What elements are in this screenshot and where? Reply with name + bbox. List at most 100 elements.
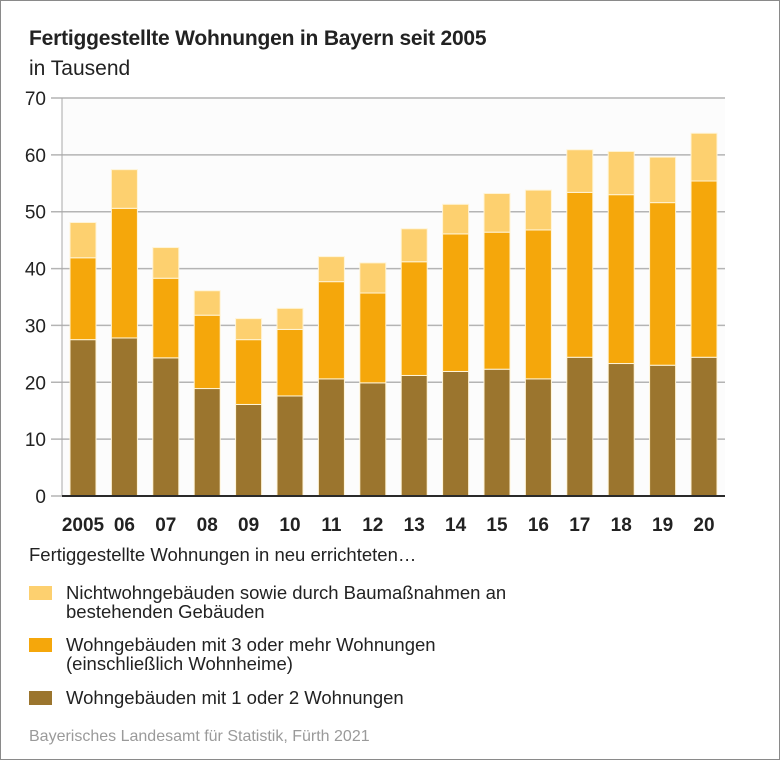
legend-title: Fertiggestellte Wohnungen in neu erricht…	[29, 544, 417, 565]
bar-segment	[524, 378, 552, 497]
bar-segment	[235, 318, 263, 341]
bar-segment	[276, 395, 304, 497]
bar-segment	[69, 339, 97, 497]
bar-segment	[110, 169, 138, 209]
stacked-bar-chart: 0 10 20 30 40 50 60 70 2005 06 07 08 09 10 11 12 13 14 15 1…	[25, 89, 725, 536]
bar-segment	[524, 189, 552, 231]
legend-swatch	[29, 691, 52, 705]
x-tick-label: 12	[362, 515, 383, 536]
legend-label: Nichtwohngebäuden sowie durch Baumaßnahm…	[66, 583, 626, 621]
bar-segment	[110, 337, 138, 497]
bar-stack	[649, 156, 677, 497]
x-tick-label: 07	[155, 515, 176, 536]
bar-segment	[235, 403, 263, 497]
bar-segment	[235, 339, 263, 405]
legend-label: Wohngebäuden mit 1 oder 2 Wohnungen	[66, 688, 626, 707]
bar-segment	[193, 388, 221, 497]
bar-segment	[442, 233, 470, 372]
y-tick-label: 0	[35, 487, 46, 508]
bar-stack	[235, 318, 263, 497]
bar-segment	[524, 229, 552, 380]
bar-stack	[442, 203, 470, 497]
x-tick-label: 17	[569, 515, 590, 536]
bar-stack	[110, 169, 138, 497]
legend-label-line: (einschließlich Wohnheime)	[66, 653, 293, 674]
y-tick-label: 10	[25, 430, 46, 451]
legend-label-line: Wohngebäuden mit 3 oder mehr Wohnungen	[66, 634, 436, 655]
bar-segment	[317, 378, 345, 497]
bar-segment	[649, 202, 677, 366]
source-note: Bayerisches Landesamt für Statistik, Für…	[29, 728, 370, 745]
legend-swatch	[29, 586, 52, 600]
x-tick-label: 14	[445, 515, 467, 536]
bar-segment	[317, 281, 345, 380]
bar-segment	[152, 357, 180, 497]
bar-segment	[69, 257, 97, 341]
bar-stack	[483, 193, 511, 497]
bar-segment	[483, 193, 511, 233]
x-tick-label: 11	[321, 515, 342, 536]
bar-stack	[69, 222, 97, 497]
bar-segment	[400, 228, 428, 263]
legend-label-line: Wohngebäuden mit 1 oder 2 Wohnungen	[66, 687, 404, 708]
y-tick-label: 70	[25, 89, 46, 110]
bar-segment	[566, 149, 594, 193]
bar-segment	[400, 261, 428, 376]
bar-segment	[607, 150, 635, 196]
x-tick-label: 18	[611, 515, 632, 536]
legend-label-line: Nichtwohngebäuden sowie durch Baumaßnahm…	[66, 582, 507, 603]
x-tick-label: 2005	[62, 515, 105, 536]
bar-segment	[193, 290, 221, 316]
bar-segment	[483, 231, 511, 370]
y-tick-label: 40	[25, 260, 46, 281]
bar-segment	[442, 203, 470, 235]
bar-segment	[400, 374, 428, 497]
x-tick-label: 10	[279, 515, 300, 536]
bar-segment	[566, 191, 594, 358]
chart-title: Fertiggestellte Wohnungen in Bayern seit…	[29, 27, 487, 50]
x-tick-label: 06	[114, 515, 135, 536]
y-tick-label: 30	[25, 316, 46, 337]
bar-segment	[483, 368, 511, 497]
y-tick-label: 60	[25, 146, 46, 167]
bar-stack	[524, 189, 552, 497]
x-tick-label: 13	[404, 515, 425, 536]
bar-stack	[152, 247, 180, 497]
bar-stack	[566, 149, 594, 497]
bar-segment	[110, 207, 138, 339]
bar-segment	[69, 222, 97, 259]
bar-segment	[690, 356, 718, 497]
bar-segment	[193, 314, 221, 390]
bar-segment	[276, 307, 304, 330]
x-tick-label: 19	[652, 515, 673, 536]
x-tick-label: 20	[693, 515, 714, 536]
x-tick-label: 16	[528, 515, 549, 536]
bar-segment	[690, 132, 718, 182]
bar-segment	[649, 364, 677, 497]
bar-segment	[359, 382, 387, 497]
bar-stack	[690, 132, 718, 497]
bar-segment	[359, 292, 387, 384]
bar-segment	[607, 194, 635, 365]
x-tick-label: 09	[238, 515, 259, 536]
bar-stack	[193, 290, 221, 497]
legend-label-line: bestehenden Gebäuden	[66, 601, 265, 622]
x-tick-label: 15	[486, 515, 508, 536]
chart-subtitle: in Tausend	[29, 57, 131, 80]
bar-segment	[690, 180, 718, 358]
bar-stack	[607, 150, 635, 497]
bar-segment	[317, 256, 345, 283]
bar-segment	[649, 156, 677, 204]
y-tick-label: 20	[25, 373, 46, 394]
bar-segment	[566, 356, 594, 497]
bar-stack	[317, 256, 345, 497]
y-tick-label: 50	[25, 203, 46, 224]
bar-segment	[152, 247, 180, 279]
bar-stack	[276, 307, 304, 497]
bar-segment	[276, 328, 304, 397]
bar-segment	[152, 277, 180, 359]
bar-stack	[359, 262, 387, 497]
bar-segment	[442, 370, 470, 497]
bar-stack	[400, 228, 428, 497]
